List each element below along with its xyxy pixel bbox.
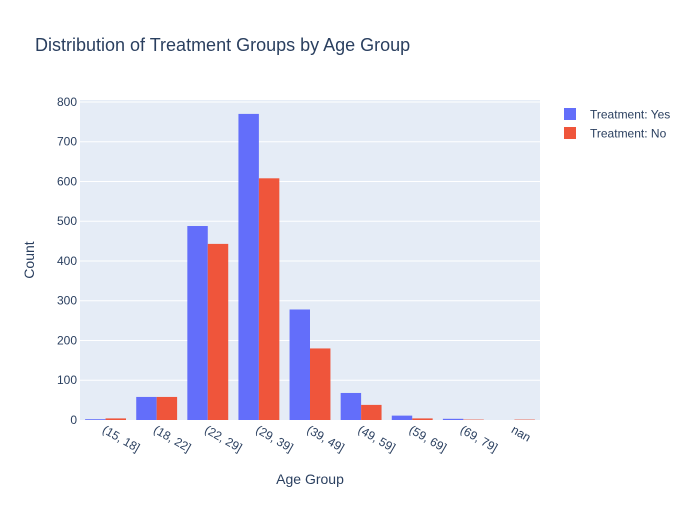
bar-treatment-yes bbox=[443, 419, 463, 420]
x-axis-title: Age Group bbox=[276, 471, 344, 487]
bar-treatment-no bbox=[412, 418, 432, 420]
y-tick-label: 800 bbox=[57, 95, 77, 109]
bar-treatment-no bbox=[361, 405, 381, 420]
y-axis-ticks: 0 100 200 300 400 500 600 700 800 bbox=[57, 95, 77, 427]
bar-treatment-no bbox=[157, 397, 177, 420]
bar-treatment-yes bbox=[392, 416, 412, 420]
y-tick-label: 200 bbox=[57, 333, 77, 347]
y-tick-label: 300 bbox=[57, 294, 77, 308]
bar-treatment-no bbox=[259, 178, 279, 420]
bar-treatment-yes bbox=[136, 397, 156, 420]
legend-swatch bbox=[564, 127, 576, 139]
bar-treatment-yes bbox=[341, 393, 361, 420]
bar-treatment-no bbox=[208, 244, 228, 420]
y-tick-label: 100 bbox=[57, 373, 77, 387]
bar-treatment-yes bbox=[187, 226, 207, 420]
bar-treatment-yes bbox=[85, 419, 105, 420]
y-tick-label: 700 bbox=[57, 135, 77, 149]
y-tick-label: 600 bbox=[57, 174, 77, 188]
bar-treatment-no bbox=[106, 418, 126, 420]
y-tick-label: 400 bbox=[57, 254, 77, 268]
legend-label: Treatment: No bbox=[590, 127, 667, 141]
chart-title: Distribution of Treatment Groups by Age … bbox=[35, 35, 410, 55]
y-tick-label: 0 bbox=[70, 413, 77, 427]
bar-treatment-yes bbox=[290, 309, 310, 420]
y-tick-label: 500 bbox=[57, 214, 77, 228]
bar-treatment-yes bbox=[238, 114, 258, 420]
y-axis-title: Count bbox=[21, 241, 37, 278]
bar-treatment-no bbox=[310, 348, 330, 420]
legend-swatch bbox=[564, 108, 576, 120]
legend-label: Treatment: Yes bbox=[590, 108, 670, 122]
